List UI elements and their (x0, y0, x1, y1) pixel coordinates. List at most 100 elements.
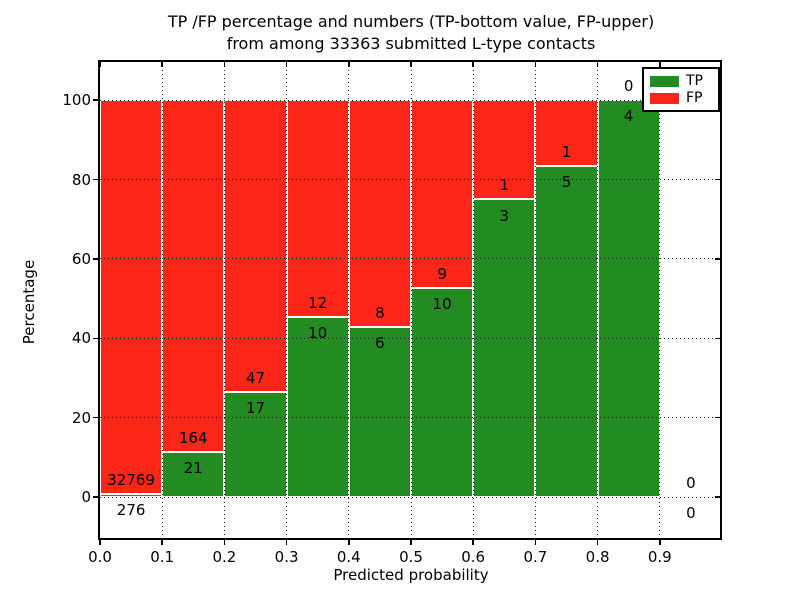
tp-count-label: 0 (686, 504, 696, 523)
bar-segment-tp (597, 100, 660, 498)
x-tick-bottom (161, 540, 163, 545)
x-tick-bottom (659, 540, 661, 545)
gridline-horizontal (100, 496, 722, 498)
gridline-vertical (348, 62, 350, 540)
x-tick-label: 0.7 (523, 548, 548, 566)
fp-count-label: 0 (686, 474, 696, 493)
gridline-vertical (223, 62, 225, 540)
fp-count-label: 0 (623, 77, 634, 96)
tp-count-label: 3 (499, 206, 510, 225)
bar-segment-tp (411, 288, 474, 498)
legend-label-tp: TP (686, 73, 703, 89)
tp-count-label: 10 (432, 295, 452, 314)
x-tick-label: 0.6 (461, 548, 486, 566)
x-tick-top (534, 62, 537, 67)
fp-color-swatch (650, 92, 679, 104)
tp-count-label: 276 (116, 500, 146, 519)
y-tick-label: 40 (71, 329, 91, 348)
x-tick-top (348, 62, 350, 67)
legend: TP FP (642, 67, 720, 112)
tp-count-label: 4 (623, 107, 634, 126)
bar-segment-tp (535, 166, 598, 498)
gridline-vertical (410, 62, 412, 540)
x-tick-top (410, 62, 412, 67)
fp-count-label: 32769 (107, 470, 155, 489)
x-tick-label: 0.5 (399, 548, 423, 566)
bar-segment-tp (348, 326, 411, 498)
bar-segment-tp (473, 199, 536, 498)
y-tick-left (93, 258, 98, 260)
x-tick-bottom (348, 540, 350, 545)
x-tick-bottom (472, 540, 474, 545)
x-tick-bottom (99, 540, 101, 545)
bar-segment-fp (411, 100, 474, 289)
x-tick-bottom (223, 540, 226, 545)
x-tick-label: 0.8 (585, 548, 610, 566)
bar-segment-fp (224, 100, 287, 392)
y-tick-label: 0 (81, 488, 91, 507)
x-tick-bottom (410, 540, 412, 545)
y-tick-right (715, 178, 720, 181)
x-tick-top (99, 62, 101, 67)
y-tick-right (715, 337, 720, 340)
gridline-vertical (597, 62, 599, 540)
x-tick-label: 0.9 (647, 548, 672, 566)
gridline-vertical (472, 62, 474, 540)
tp-count-label: 5 (561, 173, 572, 192)
legend-item-tp: TP (650, 74, 712, 88)
y-tick-label: 20 (71, 408, 91, 427)
x-tick-label: 0.2 (212, 548, 237, 566)
y-tick-label: 80 (71, 170, 91, 189)
fp-count-label: 8 (375, 303, 385, 322)
gridline-vertical (534, 62, 536, 540)
y-tick-label: 60 (71, 249, 91, 268)
bar-segment-tp (224, 391, 287, 498)
fp-count-label: 1 (499, 176, 510, 195)
x-tick-top (596, 62, 599, 67)
y-tick-left (93, 416, 98, 419)
bar-segment-tp (162, 452, 225, 498)
legend-label-fp: FP (686, 90, 703, 106)
y-tick-left (93, 99, 98, 101)
fp-count-label: 164 (178, 429, 208, 448)
gridline-horizontal (100, 417, 722, 419)
gridline-horizontal (100, 99, 722, 101)
bar-segment-fp (162, 100, 225, 453)
bar-segment-tp (100, 493, 163, 498)
y-axis-label: Percentage (20, 259, 38, 345)
bar-segment-fp (535, 100, 598, 167)
bar-segment-fp (100, 100, 163, 494)
y-tick-right (715, 416, 720, 419)
y-tick-right (715, 496, 720, 498)
fp-count-label: 1 (561, 143, 572, 162)
gridline-vertical (286, 62, 288, 540)
chart-title: TP /FP percentage and numbers (TP-bottom… (167, 12, 655, 31)
bar-segment-fp (348, 100, 411, 327)
bar-segment-fp (286, 100, 349, 317)
x-tick-top (285, 62, 288, 67)
y-tick-left (93, 178, 98, 181)
y-tick-left (93, 337, 98, 340)
y-tick-label: 100 (62, 91, 91, 110)
gridline-horizontal (100, 337, 722, 339)
gridline-horizontal (100, 179, 722, 180)
tp-count-label: 6 (375, 334, 385, 353)
bar-segment-fp (473, 100, 536, 200)
x-tick-top (223, 62, 226, 67)
x-tick-top (472, 62, 474, 67)
y-tick-right (715, 258, 720, 260)
x-tick-label: 0.4 (336, 548, 361, 566)
x-tick-bottom (596, 540, 599, 545)
x-tick-top (659, 62, 661, 67)
gridline-vertical (161, 62, 163, 540)
x-tick-bottom (534, 540, 537, 545)
tp-count-label: 21 (183, 459, 203, 478)
plot-area: 32769 276 164 21 47 17 12 10 8 6 9 10 1 3 1 5 0 4 0 0 (100, 62, 722, 540)
tp-color-swatch (650, 75, 679, 87)
tp-count-label: 17 (245, 398, 266, 417)
legend-item-fp: FP (650, 91, 712, 105)
bar-segment-tp (286, 316, 349, 498)
x-axis-label: Predicted probability (333, 566, 489, 584)
x-tick-label: 0.3 (274, 548, 299, 566)
